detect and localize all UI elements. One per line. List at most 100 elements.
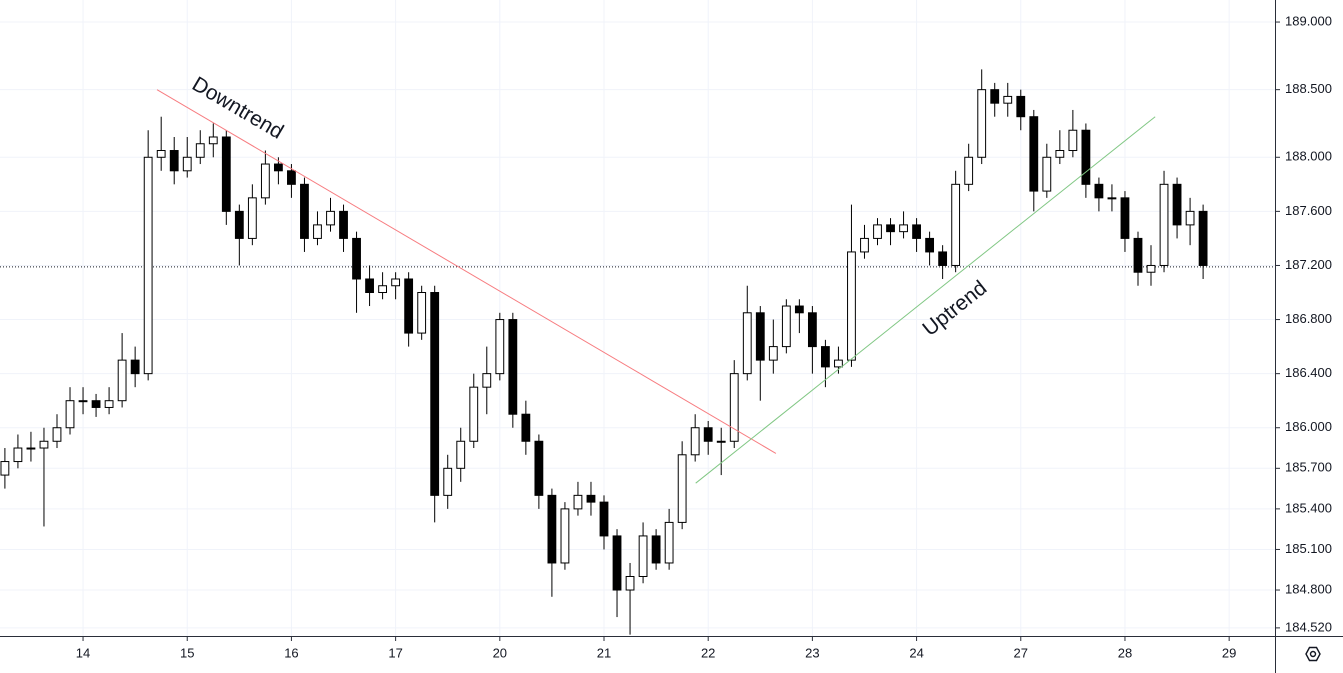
- candle-body: [925, 237, 935, 253]
- x-tick-label: 16: [284, 645, 298, 660]
- candle-body: [912, 224, 921, 239]
- candle-body: [417, 292, 427, 334]
- settings-icon: [1305, 646, 1321, 662]
- candle-body: [599, 501, 609, 537]
- candle-body: [326, 210, 335, 226]
- candle-body: [1094, 183, 1104, 199]
- candle-body: [560, 508, 570, 564]
- candle-body: [990, 89, 1000, 104]
- candle-body: [964, 156, 974, 185]
- candle-body: [847, 251, 856, 361]
- candle-body: [169, 150, 179, 172]
- candle-body: [755, 312, 765, 361]
- candle-body: [677, 454, 687, 523]
- candle-body: [482, 373, 492, 388]
- candle-body: [1016, 95, 1026, 118]
- candle-body: [1159, 183, 1169, 266]
- candle-body: [156, 150, 166, 158]
- candle-body: [1055, 150, 1065, 158]
- candle-body: [1120, 197, 1130, 239]
- candle-body: [26, 447, 36, 450]
- candle-body: [247, 197, 257, 239]
- y-tick-label: 189.000: [1285, 13, 1332, 28]
- y-tick-label: 187.200: [1285, 257, 1332, 272]
- candle-body: [391, 278, 401, 287]
- x-tick-label: 27: [1014, 645, 1028, 660]
- candle-body: [208, 136, 218, 145]
- candle-body: [821, 346, 830, 368]
- candle-body: [807, 312, 817, 348]
- x-tick-label: 23: [805, 645, 819, 660]
- x-tick-label: 28: [1118, 645, 1132, 660]
- candle-body: [716, 440, 726, 443]
- settings-button[interactable]: [1305, 646, 1321, 662]
- candle-body: [1068, 129, 1078, 152]
- x-tick-label: 22: [701, 645, 715, 660]
- candle-body: [1146, 264, 1156, 273]
- candle-body: [1172, 183, 1182, 226]
- candle-body: [638, 535, 648, 577]
- candle-body: [39, 440, 49, 449]
- y-tick-label: 184.800: [1285, 581, 1332, 596]
- candle-body: [352, 237, 361, 280]
- candle-body: [625, 575, 635, 591]
- candle-body: [313, 224, 322, 239]
- candle-body: [273, 163, 283, 172]
- candle-body: [182, 156, 192, 172]
- candle-body: [547, 494, 557, 564]
- candle-body: [143, 156, 153, 375]
- candle-body: [1081, 129, 1091, 185]
- candle-body: [586, 494, 596, 503]
- candle-body: [1185, 210, 1195, 226]
- candle-body: [573, 494, 583, 510]
- x-tick-label: 15: [180, 645, 194, 660]
- candle-body: [1107, 197, 1117, 200]
- y-tick-label: 187.600: [1285, 203, 1332, 218]
- x-tick-label: 14: [76, 645, 90, 660]
- candle-body: [612, 535, 622, 591]
- candle-body: [690, 427, 700, 456]
- y-tick-label: 188.000: [1285, 149, 1332, 164]
- candle-body: [886, 224, 895, 233]
- x-tick-label: 21: [597, 645, 611, 660]
- candle-body: [91, 400, 101, 408]
- candle-body: [404, 278, 414, 334]
- candle-body: [651, 535, 661, 564]
- candle-body: [951, 183, 961, 266]
- candle-body: [860, 237, 869, 253]
- x-tick-label: 29: [1222, 645, 1236, 660]
- candle-body: [768, 346, 778, 361]
- candle-body: [365, 278, 374, 294]
- candle-body: [287, 170, 296, 185]
- settings-icon-center: [1309, 650, 1317, 658]
- candle-body: [65, 400, 75, 429]
- x-tick-label: 24: [909, 645, 923, 660]
- candle-body: [339, 210, 348, 239]
- y-tick-label: 186.000: [1285, 419, 1332, 434]
- candle-body: [742, 312, 752, 375]
- candle-body: [508, 319, 518, 415]
- candle-body: [430, 292, 440, 496]
- candle-body: [534, 440, 544, 496]
- trend-line: [156, 89, 777, 454]
- candle-body: [794, 305, 804, 314]
- candle-body: [300, 183, 309, 239]
- y-tick-label: 185.400: [1285, 500, 1332, 515]
- candle-body: [130, 359, 140, 375]
- candle-body: [1198, 210, 1208, 266]
- x-tick-label: 20: [493, 645, 507, 660]
- candle-body: [938, 251, 948, 266]
- candle-body: [443, 467, 453, 496]
- y-tick-label: 186.400: [1285, 365, 1332, 380]
- candle-body: [378, 285, 388, 294]
- candle-body: [703, 427, 713, 442]
- y-tick-label: 185.100: [1285, 541, 1332, 556]
- candle-body: [104, 400, 114, 408]
- candle-body: [899, 224, 908, 233]
- y-tick-label: 185.700: [1285, 460, 1332, 475]
- candle-body: [664, 521, 674, 564]
